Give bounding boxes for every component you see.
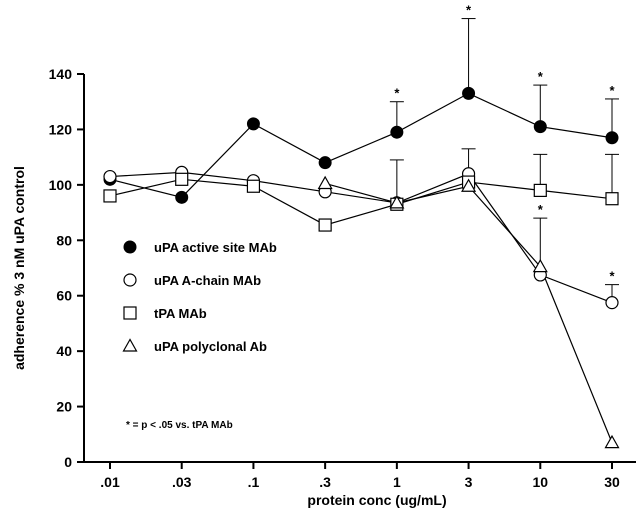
axes xyxy=(83,74,636,463)
x-tick-label: .03 xyxy=(172,474,192,490)
significance-star: * xyxy=(466,3,472,18)
significance-star: * xyxy=(609,83,615,98)
legend-item: uPA polyclonal Ab xyxy=(122,338,267,354)
y-tick-label: 60 xyxy=(56,288,72,304)
point-upa-active-site-mab xyxy=(390,125,404,139)
x-tick-label: 30 xyxy=(604,474,620,490)
x-ticks: .01 .03 .1 .3 1 3 10 30 xyxy=(100,462,620,490)
point-tpa-mab xyxy=(605,192,619,206)
point-tpa-mab xyxy=(175,172,189,186)
point-upa-polyclonal-ab xyxy=(389,195,405,209)
legend-label: uPA polyclonal Ab xyxy=(154,339,267,354)
legend-label: tPA MAb xyxy=(154,306,207,321)
series-line-upa-a-chain-mab xyxy=(109,171,613,304)
error-bars xyxy=(389,18,619,303)
point-upa-active-site-mab xyxy=(605,131,619,145)
legend-item: uPA A-chain MAb xyxy=(123,273,261,288)
significance-star: * xyxy=(538,69,544,84)
x-tick-label: 3 xyxy=(465,474,473,490)
point-upa-polyclonal-ab xyxy=(317,175,333,190)
y-tick-label: 120 xyxy=(49,121,73,137)
y-tick-label: 100 xyxy=(49,177,73,193)
series-markers xyxy=(103,86,620,449)
y-tick-label: 0 xyxy=(64,454,72,470)
series-line-upa-active-site-mab xyxy=(109,92,613,198)
point-upa-active-site-mab xyxy=(318,156,332,170)
point-tpa-mab xyxy=(246,179,261,193)
legend-item: tPA MAb xyxy=(123,306,207,321)
legend-marker xyxy=(122,338,138,352)
significance-star: * xyxy=(394,86,400,101)
legend-label: uPA A-chain MAb xyxy=(154,273,261,288)
significance-star: * xyxy=(538,202,544,217)
series-lines xyxy=(109,92,613,443)
point-upa-polyclonal-ab xyxy=(461,178,477,192)
point-upa-polyclonal-ab xyxy=(604,434,620,449)
legend-label: uPA active site MAb xyxy=(154,240,277,255)
series-line-tpa-mab xyxy=(109,178,613,226)
point-tpa-mab xyxy=(103,189,117,203)
y-ticks: 0 20 40 60 80 100 120 140 xyxy=(49,66,84,470)
x-axis-title: protein conc (ug/mL) xyxy=(307,492,446,508)
x-tick-label: .01 xyxy=(100,474,120,490)
x-tick-label: 10 xyxy=(532,474,548,490)
significance-markers: * * * * * * xyxy=(394,3,615,284)
plot-area: * * * * * * xyxy=(103,3,620,449)
x-tick-label: .1 xyxy=(248,474,260,490)
legend-item: uPA active site MAb xyxy=(123,240,277,255)
point-tpa-mab xyxy=(533,183,547,197)
point-upa-a-chain-mab xyxy=(605,296,619,310)
point-tpa-mab xyxy=(318,218,332,232)
legend-marker xyxy=(123,273,137,287)
point-upa-polyclonal-ab xyxy=(532,258,548,273)
point-upa-active-site-mab xyxy=(175,190,189,204)
significance-star: * xyxy=(609,269,615,284)
point-upa-active-site-mab xyxy=(462,86,476,100)
legend-marker xyxy=(123,306,137,320)
x-tick-label: 1 xyxy=(393,474,401,490)
significance-note: * = p < .05 vs. tPA MAb xyxy=(126,420,233,431)
y-tick-label: 40 xyxy=(56,343,72,359)
x-tick-label: .3 xyxy=(319,474,331,490)
point-upa-a-chain-mab xyxy=(103,169,117,184)
y-tick-label: 20 xyxy=(56,399,72,415)
y-tick-label: 80 xyxy=(56,232,72,248)
y-axis-title: adherence % 3 nM uPA control xyxy=(11,166,27,370)
y-tick-label: 140 xyxy=(49,66,73,82)
series-line-upa-polyclonal-ab xyxy=(324,182,613,443)
point-upa-active-site-mab xyxy=(533,120,547,134)
legend: uPA active site MAb uPA A-chain MAb tPA MA… xyxy=(122,240,277,354)
legend-marker xyxy=(123,240,137,254)
point-upa-active-site-mab xyxy=(246,117,260,131)
